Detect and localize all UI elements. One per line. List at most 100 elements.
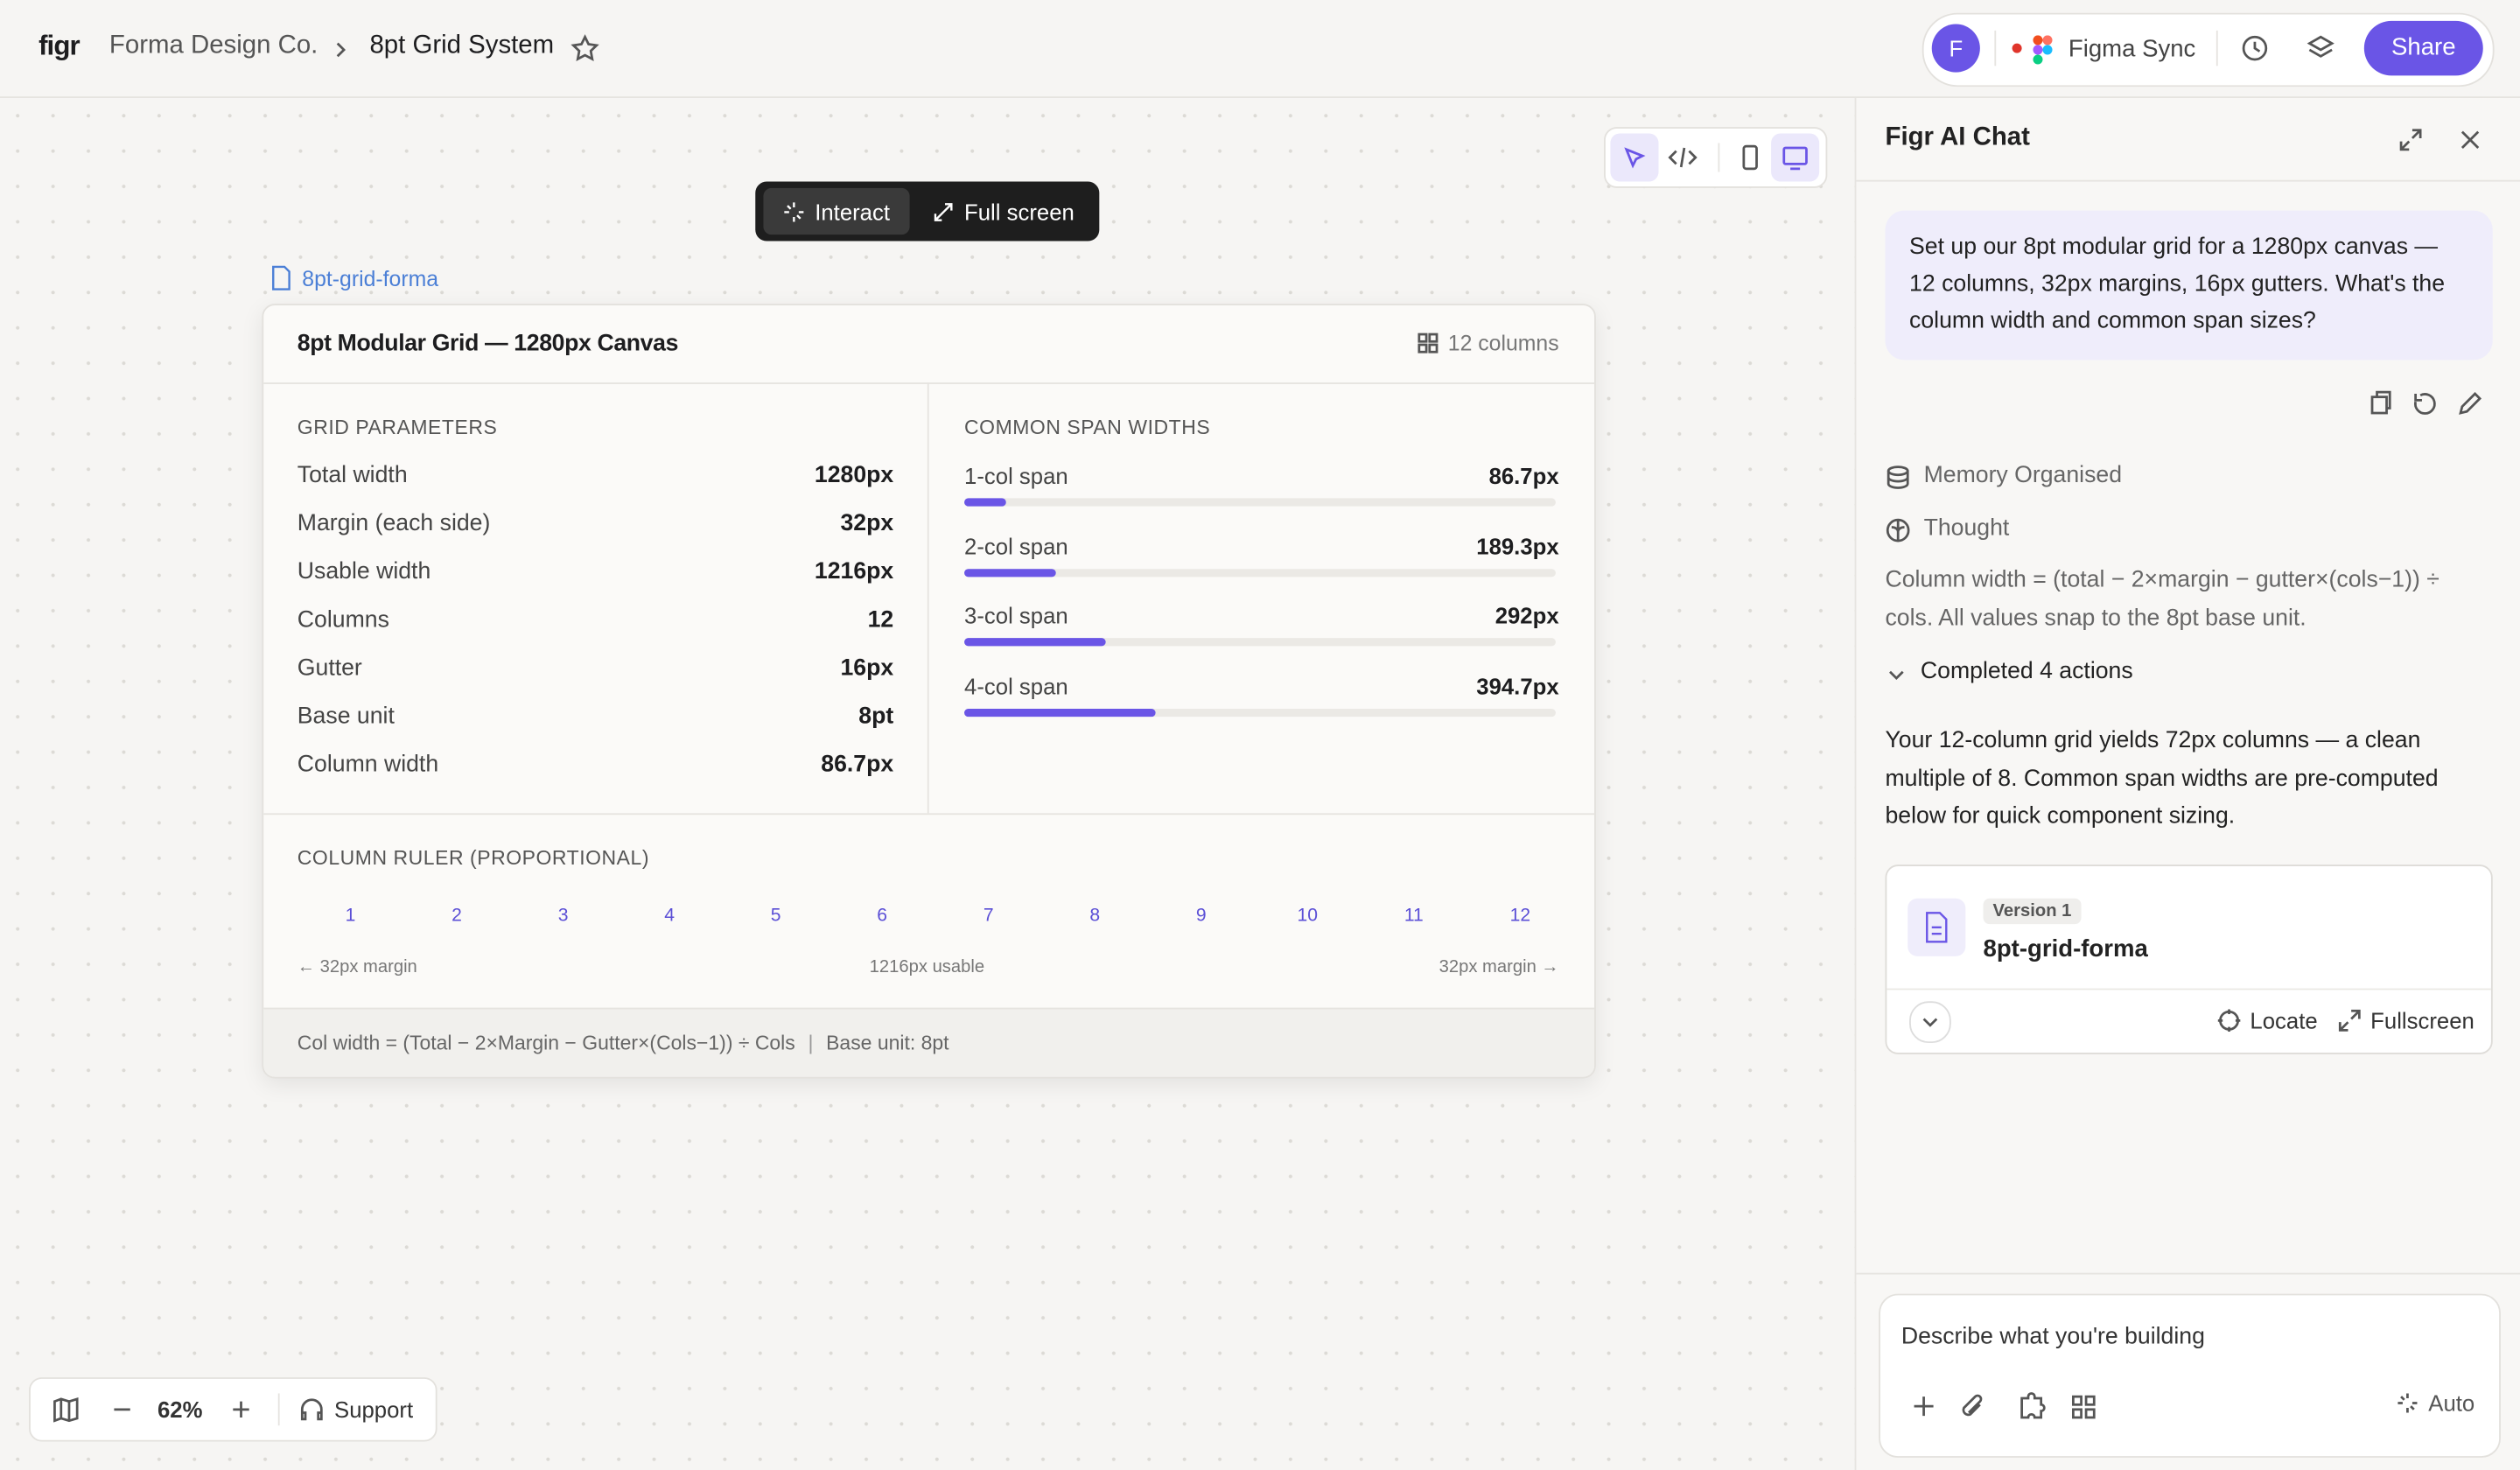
footer-text: Col width = (Total − 2×Margin − Gutter×(… <box>297 1032 949 1054</box>
divider <box>1856 179 2520 182</box>
ruler-left: ← 32px margin <box>297 957 417 977</box>
thought-text: Column width = (total − 2×margin − gutte… <box>1885 567 2440 631</box>
actions-summary[interactable]: Completed 4 actions <box>1920 659 2133 685</box>
fullscreen-version-label: Fullscreen <box>2370 1007 2474 1034</box>
chat-title: Figr AI Chat <box>1885 123 2030 151</box>
star-icon[interactable] <box>570 34 599 63</box>
map-icon[interactable] <box>53 1396 79 1423</box>
actions-chevron[interactable] <box>1885 664 1908 687</box>
design-mode[interactable] <box>1610 133 1659 182</box>
fullscreen-version[interactable]: Fullscreen <box>2338 1008 2474 1033</box>
span-track <box>964 708 1556 717</box>
divider <box>2216 30 2218 66</box>
ruler-column: 1 <box>345 906 356 926</box>
locate-button[interactable]: Locate <box>2217 1007 2318 1034</box>
span-bar <box>964 498 1007 507</box>
support-icon <box>300 1398 323 1421</box>
top-bar: figr Forma Design Co. 8pt Grid System F … <box>0 0 2520 99</box>
ruler-column: 6 <box>877 906 888 926</box>
ruler-column: 2 <box>452 906 462 926</box>
span-value: 86.7px <box>1488 462 1559 489</box>
version-name[interactable]: 8pt-grid-forma <box>1983 934 2148 963</box>
logo[interactable]: figr <box>38 30 80 61</box>
ruler-heading: COLUMN RULER (PROPORTIONAL) <box>297 846 650 870</box>
version-icon <box>1908 898 1966 956</box>
zoom-level: 62% <box>158 1396 203 1423</box>
param-label: Column width <box>297 752 439 778</box>
param-label: Gutter <box>297 655 362 682</box>
interact-label: Interact <box>815 198 891 225</box>
span-bar <box>964 638 1107 647</box>
param-label: Columns <box>297 607 389 634</box>
span-label: 2-col span <box>964 532 1068 559</box>
card-title: 8pt Modular Grid — 1280px Canvas <box>297 331 679 357</box>
history-icon[interactable] <box>2240 34 2269 63</box>
param-label: Total width <box>297 462 408 489</box>
divider <box>1886 988 2491 990</box>
footer-base: Base unit: 8pt <box>826 1032 949 1054</box>
footer-formula: Col width = (Total − 2×Margin − Gutter×(… <box>297 1032 795 1054</box>
header-actions: F Figma Sync Share <box>1922 12 2495 88</box>
figma-sync[interactable]: Figma Sync <box>2068 35 2196 63</box>
span-value: 394.7px <box>1476 672 1559 699</box>
fullscreen-button[interactable]: Full screen <box>932 188 1074 234</box>
ruler-column: 12 <box>1509 906 1531 926</box>
expand-icon[interactable] <box>2398 127 2423 152</box>
message-actions[interactable] <box>2368 390 2496 416</box>
mode-selector[interactable]: Auto <box>2397 1390 2474 1416</box>
zoom-bar: 62% Support <box>29 1377 438 1442</box>
frame-name: 8pt-grid-forma <box>302 265 439 290</box>
span-label: 1-col span <box>964 462 1068 489</box>
zoom-out[interactable] <box>111 1398 134 1421</box>
memory-step: Memory Organised <box>1923 462 2123 489</box>
ruler-column: 9 <box>1195 906 1207 926</box>
span-bar <box>964 708 1157 717</box>
span-value: 292px <box>1494 602 1559 629</box>
thought-icon <box>1886 518 1910 542</box>
grid-card: 8pt Modular Grid — 1280px Canvas 12 colu… <box>262 304 1596 1079</box>
locate-label: Locate <box>2250 1007 2318 1034</box>
expand-version[interactable] <box>1909 1001 1951 1044</box>
spans-heading: COMMON SPAN WIDTHS <box>964 416 1211 439</box>
ruler-column: 10 <box>1297 906 1319 926</box>
close-icon[interactable] <box>2457 127 2482 152</box>
param-label: Base unit <box>297 704 395 730</box>
ruler-column: 4 <box>664 906 676 926</box>
mobile-view[interactable] <box>1734 142 1767 174</box>
param-value: 32px <box>840 511 894 537</box>
ruler-column: 8 <box>1089 906 1101 926</box>
params-heading: GRID PARAMETERS <box>297 416 498 439</box>
share-button[interactable]: Share <box>2363 20 2483 76</box>
chat-input[interactable]: Describe what you're building Auto <box>1879 1293 2501 1458</box>
avatar[interactable]: F <box>1931 24 1980 73</box>
file-title[interactable]: 8pt Grid System <box>369 32 555 60</box>
divider <box>263 382 1595 384</box>
span-bar <box>964 568 1057 577</box>
span-label: 4-col span <box>964 672 1068 699</box>
param-value: 12 <box>867 607 894 634</box>
span-value: 189.3px <box>1476 532 1559 559</box>
input-tools[interactable] <box>1909 1392 2134 1421</box>
param-value: 16px <box>840 655 894 682</box>
desktop-view[interactable] <box>1771 133 1820 182</box>
interact-button[interactable]: Interact <box>763 187 910 235</box>
version-card: Version 1 8pt-grid-forma Locate Fullscre… <box>1885 864 2493 1054</box>
figma-icon <box>2033 35 2053 65</box>
divider <box>927 382 929 814</box>
code-mode[interactable] <box>1667 142 1699 174</box>
param-label: Usable width <box>297 559 431 585</box>
frame-label[interactable]: 8pt-grid-forma <box>270 265 438 290</box>
ruler-mid: 1216px usable <box>869 957 985 977</box>
ruler-column: 3 <box>557 906 569 926</box>
span-track <box>964 638 1556 647</box>
divider <box>1856 1272 2520 1275</box>
assistant-reply: Your 12-column grid yields 72px columns … <box>1885 728 2439 830</box>
breadcrumb-org[interactable]: Forma Design Co. <box>108 32 318 60</box>
card-footer: Col width = (Total − 2×Margin − Gutter×(… <box>263 1007 1595 1077</box>
layers-icon[interactable] <box>2306 34 2335 63</box>
support[interactable]: Support <box>334 1396 414 1423</box>
zoom-in[interactable] <box>230 1398 253 1421</box>
sync-dot <box>2012 43 2022 53</box>
span-track <box>964 498 1556 507</box>
